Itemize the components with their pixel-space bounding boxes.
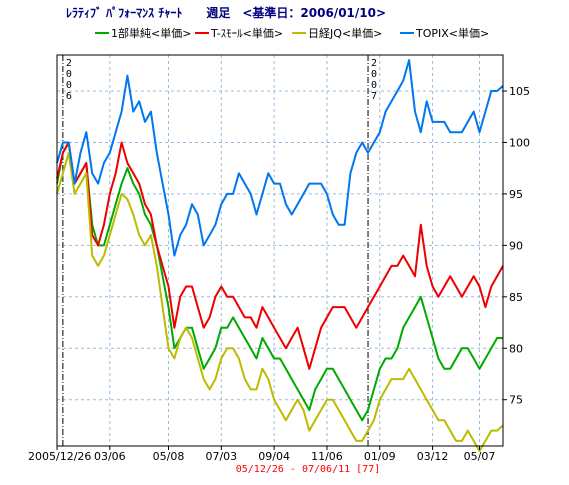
y-axis: 75 80 85 90 95 100 105 (503, 85, 530, 407)
y-tick-label: 80 (509, 342, 523, 355)
grid (57, 55, 503, 446)
y-tick-label: 100 (509, 136, 530, 149)
y-tick-label: 75 (509, 394, 523, 407)
year-marker-char: 2 (66, 58, 72, 69)
year-marker-char: 0 (66, 80, 72, 91)
series-line (56, 59, 504, 257)
x-tick-label: 03/06 (94, 450, 126, 463)
plot-frame (56, 54, 504, 447)
year-marker-char: 0 (371, 69, 377, 80)
year-marker-char: 0 (66, 69, 72, 80)
year-marker-char: 0 (371, 80, 377, 91)
legend: 1部単純<単価> T-ｽﾓｰﾙ<単価> 日経JQ<単価> TOPIX<単価> (95, 26, 489, 40)
x-tick-label: 07/03 (205, 450, 237, 463)
x-tick-label: 01/09 (364, 450, 396, 463)
y-tick-label: 90 (509, 239, 523, 252)
legend-entry: 1部単純<単価> (111, 26, 191, 40)
y-tick-label: 95 (509, 188, 523, 201)
y-tick-label: 85 (509, 291, 523, 304)
series-line (56, 141, 504, 370)
x-tick-label: 03/12 (417, 450, 449, 463)
legend-entry: 日経JQ<単価> (308, 26, 382, 40)
chart-title: ﾚﾗﾃｨﾌﾞ ﾊﾟﾌｫｰﾏﾝｽ ﾁｬｰﾄ 週足 <基準日：2006/01/10> (66, 5, 386, 20)
y-tick-label: 105 (509, 85, 530, 98)
series-line (56, 141, 503, 422)
x-tick-label: 05/08 (153, 450, 185, 463)
legend-entry: TOPIX<単価> (415, 26, 489, 40)
x-tick-label: 11/06 (311, 450, 343, 463)
x-axis: 2005/12/26 03/06 05/08 07/03 09/04 11/06 01/09… (28, 446, 495, 463)
year-marker-char: 2 (371, 58, 377, 69)
x-tick-label: 2005/12/26 (28, 450, 91, 463)
year-marker-char: 6 (66, 91, 72, 102)
series-lines (56, 59, 504, 453)
x-tick-label: 05/07 (464, 450, 496, 463)
date-range-label: 05/12/26 - 07/06/11 [77] (236, 464, 381, 475)
series-line (56, 151, 504, 453)
year-marker-char: 7 (371, 91, 377, 102)
x-tick-label: 09/04 (258, 450, 290, 463)
legend-entry: T-ｽﾓｰﾙ<単価> (210, 26, 283, 40)
